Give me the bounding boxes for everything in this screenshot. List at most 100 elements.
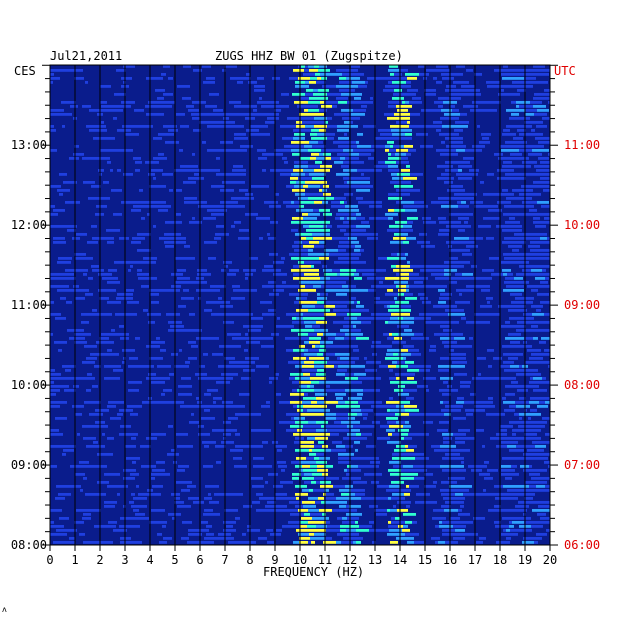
spectrogram-cell xyxy=(154,101,162,104)
spectrogram-cell xyxy=(460,385,470,388)
spectrogram-cell xyxy=(299,301,309,304)
spectrogram-cell xyxy=(273,153,283,156)
spectrogram-cell xyxy=(127,313,137,316)
spectrogram-cell xyxy=(337,533,350,536)
spectrogram-cell xyxy=(213,397,222,400)
spectrogram-cell xyxy=(373,269,386,272)
spectrogram-cell xyxy=(233,165,243,168)
spectrogram-cell xyxy=(502,165,507,168)
spectrogram-cell xyxy=(310,513,318,516)
spectrogram-cell xyxy=(434,321,443,324)
spectrogram-cell xyxy=(422,217,431,220)
spectrogram-cell xyxy=(419,233,427,236)
spectrogram-cell xyxy=(407,221,413,224)
spectrogram-cell xyxy=(504,305,513,308)
spectrogram-cell xyxy=(466,321,471,324)
spectrogram-cell xyxy=(61,277,69,280)
spectrogram-cell xyxy=(157,433,166,436)
spectrogram-cell xyxy=(480,101,484,104)
spectrogram-cell xyxy=(246,73,250,76)
spectrogram-cell xyxy=(269,381,272,384)
spectrogram-cell xyxy=(146,345,160,348)
spectrogram-cell xyxy=(393,269,400,272)
spectrogram-cell xyxy=(419,73,429,76)
spectrogram-cell xyxy=(302,489,309,492)
spectrogram-cell xyxy=(314,181,327,184)
spectrogram-cell xyxy=(156,521,167,524)
spectrogram-cell xyxy=(286,421,295,424)
spectrogram-cell xyxy=(538,173,549,176)
spectrogram-cell xyxy=(524,133,533,136)
spectrogram-cell xyxy=(294,133,298,136)
spectrogram-cell xyxy=(405,533,419,536)
spectrogram-cell xyxy=(213,217,216,220)
spectrogram-cell xyxy=(509,197,514,200)
spectrogram-cell xyxy=(160,401,166,404)
spectrogram-cell xyxy=(434,101,437,104)
spectrogram-cell xyxy=(315,317,325,320)
spectrogram-cell xyxy=(111,189,122,192)
spectrogram-cell xyxy=(473,89,480,92)
spectrogram-cell xyxy=(486,81,500,84)
spectrogram-cell xyxy=(181,297,194,300)
spectrogram-cell xyxy=(267,509,274,512)
spectrogram-cell xyxy=(107,137,115,140)
spectrogram-cell xyxy=(398,393,409,396)
spectrogram-cell xyxy=(290,181,296,184)
spectrogram-cell xyxy=(395,413,401,416)
spectrogram-cell xyxy=(483,489,486,492)
spectrogram-cell xyxy=(512,73,515,76)
spectrogram-cell xyxy=(531,213,539,216)
spectrogram-cell xyxy=(459,537,465,540)
spectrogram-cell xyxy=(182,521,188,524)
spectrogram-cell xyxy=(353,481,360,484)
spectrogram-cell xyxy=(327,361,336,364)
spectrogram-cell xyxy=(385,161,396,164)
spectrogram-cell xyxy=(113,333,118,336)
spectrogram-cell xyxy=(436,285,447,288)
spectrogram-cell xyxy=(501,73,505,76)
spectrogram-cell xyxy=(291,149,299,152)
spectrogram-cell xyxy=(380,509,387,512)
spectrogram-cell xyxy=(334,433,339,436)
spectrogram-cell xyxy=(129,501,134,504)
spectrogram-cell xyxy=(108,401,111,404)
spectrogram-cell xyxy=(344,429,351,432)
spectrogram-cell xyxy=(188,109,192,112)
spectrogram-cell xyxy=(74,145,79,148)
spectrogram-cell xyxy=(231,149,235,152)
spectrogram-cell xyxy=(56,529,69,532)
spectrogram-cell xyxy=(321,237,332,240)
spectrogram-cell xyxy=(308,541,311,544)
spectrogram-cell xyxy=(458,177,464,180)
spectrogram-cell xyxy=(527,349,541,352)
spectrogram-cell xyxy=(445,541,458,544)
spectrogram-cell xyxy=(177,505,185,508)
spectrogram-cell xyxy=(288,169,293,172)
spectrogram-cell xyxy=(414,541,417,544)
spectrogram-cell xyxy=(280,481,293,484)
spectrogram-cell xyxy=(295,493,308,496)
spectrogram-cell xyxy=(273,289,284,292)
spectrogram-cell xyxy=(55,497,65,500)
spectrogram-cell xyxy=(402,453,413,456)
spectrogram-cell xyxy=(291,141,298,144)
spectrogram-cell xyxy=(425,93,436,96)
spectrogram-cell xyxy=(390,73,394,76)
spectrogram-cell xyxy=(349,505,361,508)
spectrogram-cell xyxy=(405,101,409,104)
spectrogram-cell xyxy=(56,237,65,240)
spectrogram-cell xyxy=(530,241,541,244)
spectrogram-cell xyxy=(345,321,351,324)
spectrogram-cell xyxy=(292,389,297,392)
spectrogram-cell xyxy=(265,121,269,124)
spectrogram-cell xyxy=(496,433,507,436)
spectrogram-cell xyxy=(273,285,287,288)
spectrogram-cell xyxy=(509,449,514,452)
spectrogram-cell xyxy=(268,237,276,240)
spectrogram-cell xyxy=(324,365,334,368)
spectrogram-cell xyxy=(268,113,279,116)
spectrogram-cell xyxy=(293,129,301,132)
spectrogram-cell xyxy=(445,501,457,504)
spectrogram-cell xyxy=(309,533,314,536)
